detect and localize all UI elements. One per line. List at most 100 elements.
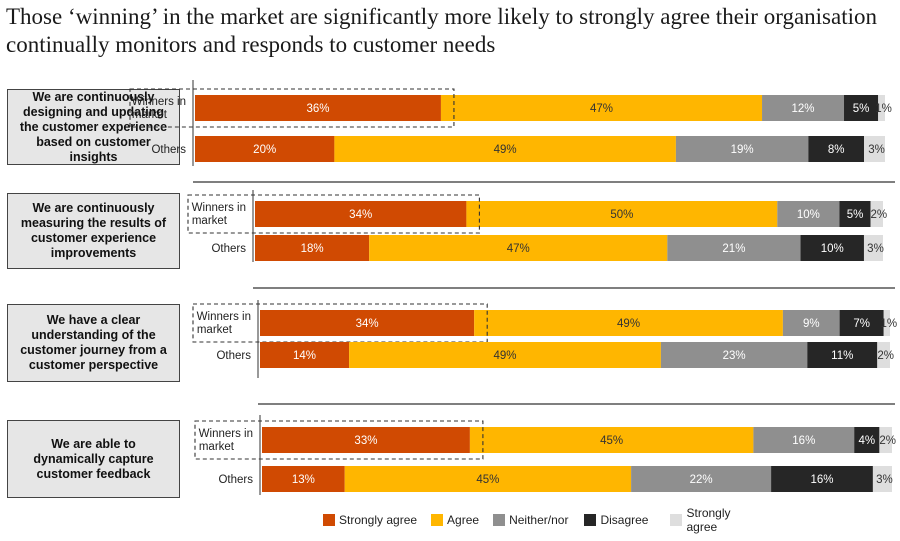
bar-segment-5 <box>872 466 892 492</box>
data-label: 10% <box>797 209 820 221</box>
bar-segment-4 <box>854 427 880 453</box>
data-label: 3% <box>876 474 893 486</box>
data-label: 22% <box>690 474 713 486</box>
data-label: 23% <box>723 350 746 362</box>
bar-segment-4 <box>800 235 864 261</box>
data-label: 11% <box>831 350 853 362</box>
legend-item-agree: Agree <box>431 513 479 527</box>
bar-segment-4 <box>808 136 865 162</box>
bar-segment-1 <box>255 235 370 261</box>
row-label: Winners in market <box>132 96 186 121</box>
bar-segment-5 <box>863 235 883 261</box>
data-label: 49% <box>493 350 516 362</box>
data-label: 5% <box>847 209 864 221</box>
legend-label: Neither/nor <box>509 513 569 527</box>
row-label: Winners in market <box>199 428 253 453</box>
legend-label: Strongly agree <box>686 506 731 534</box>
row-label: Winners in market <box>197 311 251 336</box>
legend-item-strongly-agree: Strongly agree <box>323 513 417 527</box>
data-label: 4% <box>858 435 875 447</box>
bar-segment-1 <box>195 136 335 162</box>
bar-segment-4 <box>807 342 878 368</box>
data-label: 33% <box>354 435 377 447</box>
data-label: 9% <box>803 318 820 330</box>
data-label: 2% <box>879 435 896 447</box>
bar-segment-4 <box>839 201 871 227</box>
bar-segment-1 <box>195 95 441 121</box>
bar-segment-3 <box>753 427 855 453</box>
statement-box-4: We are able to dynamically capture custo… <box>7 420 180 498</box>
row-label: Others <box>211 243 246 255</box>
bar-segment-3 <box>777 201 840 227</box>
bar-segment-3 <box>631 466 772 492</box>
data-label: 16% <box>792 435 815 447</box>
chart-title: Those ‘winning’ in the market are signif… <box>6 4 877 57</box>
data-label: 34% <box>349 209 372 221</box>
bar-segment-4 <box>839 310 884 336</box>
data-label: 36% <box>306 103 329 115</box>
data-label: 13% <box>292 474 315 486</box>
data-label: 1% <box>875 103 892 115</box>
legend-label: Strongly agree <box>339 513 418 527</box>
data-label: 45% <box>476 474 499 486</box>
data-label: 21% <box>722 243 745 255</box>
data-label: 49% <box>617 318 640 330</box>
bar-segment-5 <box>878 95 885 121</box>
data-label: 47% <box>590 103 613 115</box>
data-label: 3% <box>867 243 884 255</box>
bar-segment-1 <box>262 427 470 453</box>
data-label: 20% <box>253 144 276 156</box>
bar-segment-4 <box>771 466 873 492</box>
data-label: 8% <box>828 144 845 156</box>
row-label: Others <box>151 144 186 156</box>
statement-box-2: We are continuously measuring the result… <box>7 193 180 269</box>
data-label: 3% <box>868 144 885 156</box>
legend-swatch <box>493 514 506 526</box>
bar-segment-3 <box>782 310 840 336</box>
data-label: 5% <box>853 103 870 115</box>
bar-segment-1 <box>262 466 345 492</box>
bar-segment-5 <box>877 342 890 368</box>
data-label: 19% <box>731 144 754 156</box>
bar-segment-2 <box>334 136 676 162</box>
data-label: 50% <box>610 209 633 221</box>
winners-highlight-box <box>194 420 484 460</box>
data-label: 2% <box>877 350 894 362</box>
bar-segment-3 <box>667 235 801 261</box>
data-label: 2% <box>870 209 887 221</box>
bar-segment-2 <box>474 310 783 336</box>
legend-swatch <box>323 514 335 526</box>
bar-segment-2 <box>466 201 778 227</box>
row-label: Others <box>218 474 253 486</box>
bar-segment-1 <box>255 201 467 227</box>
legend-item-neither-nor: Neither/nor <box>493 513 568 527</box>
bar-segment-5 <box>870 201 883 227</box>
data-label: 45% <box>600 435 623 447</box>
statement-box-1: We are continuously designing and updati… <box>7 89 180 165</box>
winners-highlight-box <box>187 194 480 234</box>
bar-segment-2 <box>440 95 763 121</box>
bar-segment-1 <box>260 342 350 368</box>
bar-segment-2 <box>469 427 754 453</box>
bar-segment-1 <box>260 310 475 336</box>
bar-segment-3 <box>660 342 808 368</box>
winners-highlight-box <box>129 88 455 128</box>
legend-swatch <box>431 514 444 526</box>
row-label: Winners in market <box>192 202 246 227</box>
data-label: 14% <box>293 350 316 362</box>
data-label: 47% <box>507 243 530 255</box>
bar-segment-3 <box>675 136 809 162</box>
statement-box-3: We have a clear understanding of the cus… <box>7 304 180 382</box>
legend: Strongly agree Agree Neither/nor Disagre… <box>323 506 754 534</box>
data-label: 7% <box>853 318 870 330</box>
bar-segment-4 <box>844 95 879 121</box>
legend-label: Disagree <box>600 513 649 527</box>
data-label: 12% <box>792 103 815 115</box>
bar-segment-3 <box>762 95 845 121</box>
bar-segment-5 <box>864 136 885 162</box>
bar-segment-5 <box>883 310 890 336</box>
data-label: 18% <box>301 243 324 255</box>
row-label: Others <box>216 350 251 362</box>
legend-item-strongly-disagree: Strongly agree <box>670 506 740 534</box>
